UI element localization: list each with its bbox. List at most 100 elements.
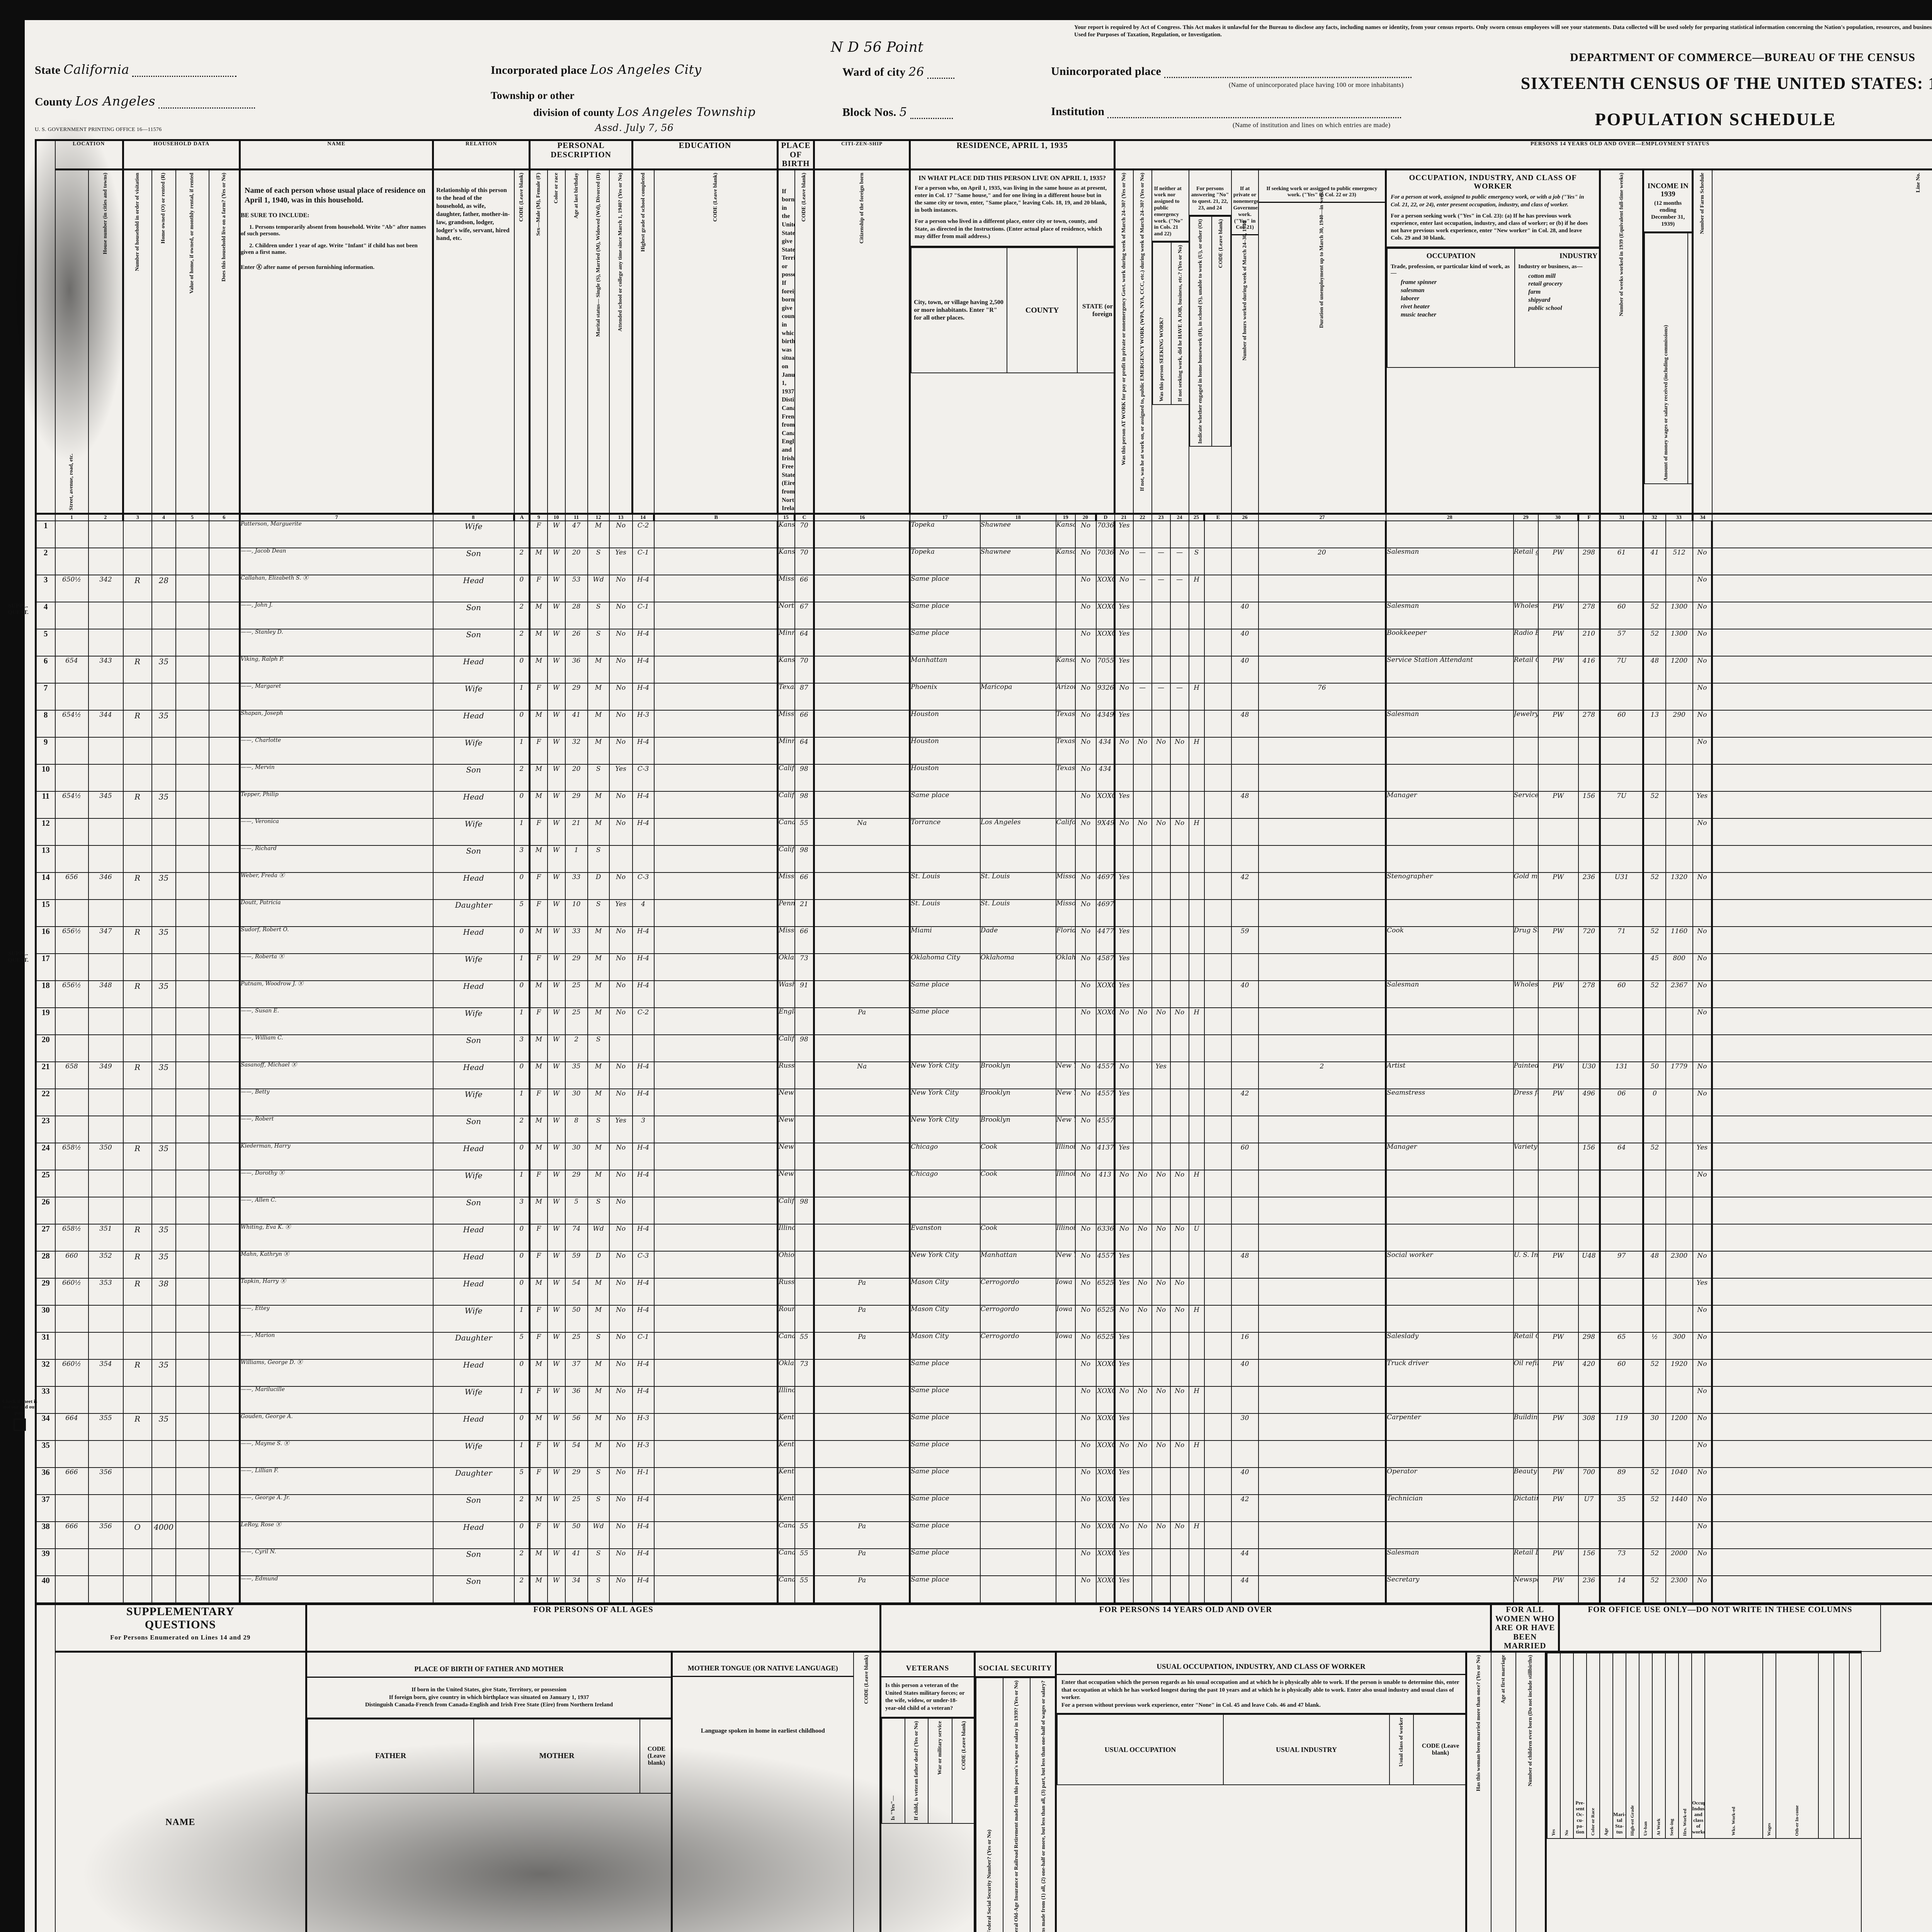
cell-hh[interactable]: 349 — [88, 1061, 124, 1090]
cell-work[interactable] — [1114, 1116, 1134, 1144]
cell-name[interactable]: Gouden, George A. — [239, 1413, 434, 1441]
cell-ind[interactable]: Dress factory — [1513, 1088, 1539, 1117]
cell-ind[interactable] — [1513, 1386, 1539, 1414]
cell-sex[interactable]: F — [529, 575, 548, 603]
cell-wages[interactable] — [1665, 575, 1693, 603]
cell-val[interactable] — [151, 1575, 176, 1604]
cell-birth[interactable]: Kentucky — [777, 1467, 795, 1495]
cell-race[interactable]: W — [547, 791, 566, 819]
cell-hh[interactable]: 356 — [88, 1467, 124, 1495]
cell-rcode[interactable]: XOXO — [1095, 602, 1115, 630]
cell-grade[interactable]: C-2 — [632, 1007, 655, 1036]
cell-grade[interactable]: H-4 — [632, 791, 655, 819]
cell-house[interactable]: 660½ — [54, 1278, 89, 1306]
cell-ind[interactable] — [1513, 1224, 1539, 1252]
cell-job[interactable]: No — [1170, 1386, 1189, 1414]
cell-hh[interactable] — [88, 737, 124, 765]
cell-weeks[interactable] — [1642, 683, 1666, 711]
cell-hours[interactable] — [1231, 1278, 1259, 1306]
cell-seek[interactable] — [1151, 710, 1171, 738]
cell-grade[interactable] — [632, 1197, 655, 1225]
cell-emer[interactable] — [1133, 1061, 1152, 1090]
cell-sch[interactable]: No — [609, 953, 633, 981]
cell-res_county[interactable]: Manhattan — [980, 1251, 1056, 1279]
cell-birth[interactable]: California — [777, 845, 795, 873]
cell-age[interactable]: 21 — [565, 818, 588, 846]
cell-wages[interactable]: 1160 — [1665, 926, 1693, 954]
cell-res_farm[interactable]: No — [1075, 1494, 1097, 1522]
cell-res_city[interactable]: Same place — [909, 1007, 981, 1036]
cell-mar[interactable]: D — [587, 872, 610, 900]
cell-cit[interactable] — [813, 1116, 910, 1144]
cell-act[interactable] — [1188, 1575, 1205, 1604]
cell-x[interactable] — [208, 1575, 240, 1604]
cell-grade[interactable]: H-4 — [632, 1386, 655, 1414]
cell-res_state[interactable] — [1055, 629, 1076, 657]
cell-dur[interactable] — [1258, 980, 1386, 1009]
cell-bcode[interactable]: 98 — [794, 845, 815, 873]
cell-oth[interactable]: No — [1692, 872, 1713, 900]
cell-val[interactable] — [151, 1007, 176, 1036]
cell-hh[interactable]: 356 — [88, 1521, 124, 1549]
cell-act[interactable]: H — [1188, 575, 1205, 603]
cell-mar[interactable]: S — [587, 1575, 610, 1604]
cell-mar[interactable]: M — [587, 980, 610, 1009]
cell-dur[interactable] — [1258, 710, 1386, 738]
cell-work[interactable]: Yes — [1114, 980, 1134, 1009]
cell-hours[interactable]: 48 — [1231, 791, 1259, 819]
cell-code[interactable]: 2 — [514, 1575, 530, 1604]
cell-cit[interactable] — [813, 1251, 910, 1279]
cell-sex[interactable]: F — [529, 872, 548, 900]
cell-cls[interactable]: PW — [1537, 1088, 1579, 1117]
cell-code[interactable]: 1 — [514, 1386, 530, 1414]
cell-work[interactable]: Yes — [1114, 1413, 1134, 1441]
cell-race[interactable]: W — [547, 520, 566, 549]
cell-age[interactable]: 2 — [565, 1034, 588, 1063]
cell-own[interactable] — [122, 764, 152, 792]
cell-val[interactable] — [151, 1305, 176, 1333]
cell-val[interactable]: 35 — [151, 1359, 176, 1387]
cell-occ[interactable]: Salesman — [1385, 548, 1514, 576]
cell-dur[interactable]: 76 — [1258, 683, 1386, 711]
cell-farm[interactable] — [175, 1143, 209, 1171]
cell-ocode2[interactable] — [1599, 953, 1644, 981]
cell-birth[interactable]: Texas — [777, 683, 795, 711]
cell-emer[interactable] — [1133, 1332, 1152, 1360]
cell-val[interactable]: 35 — [151, 710, 176, 738]
cell-rcode[interactable]: 4137 — [1095, 1143, 1115, 1171]
cell-seek[interactable]: No — [1151, 818, 1171, 846]
cell-cit[interactable]: Pa — [813, 1548, 910, 1577]
cell-val[interactable] — [151, 845, 176, 873]
cell-name[interactable]: Doutt, Patricia — [239, 899, 434, 927]
cell-sex[interactable]: M — [529, 764, 548, 792]
cell-seek[interactable]: No — [1151, 1278, 1171, 1306]
cell-hh[interactable]: 348 — [88, 980, 124, 1009]
cell-farmsch[interactable] — [1711, 791, 1932, 819]
cell-seek[interactable]: No — [1151, 1521, 1171, 1549]
cell-res_state[interactable]: Illinois — [1055, 1143, 1076, 1171]
cell-res_city[interactable]: Same place — [909, 1494, 981, 1522]
cell-farmsch[interactable] — [1711, 1359, 1932, 1387]
cell-cit[interactable] — [813, 1359, 910, 1387]
cell-act[interactable] — [1188, 1088, 1205, 1117]
cell-rel[interactable]: Wife — [432, 1088, 515, 1117]
cell-cls[interactable]: PW — [1537, 1413, 1579, 1441]
cell-birth[interactable]: Roumania — [777, 1305, 795, 1333]
cell-seek[interactable] — [1151, 1494, 1171, 1522]
cell-ocode[interactable] — [1578, 845, 1600, 873]
cell-work[interactable]: Yes — [1114, 791, 1134, 819]
cell-wages[interactable]: 290 — [1665, 710, 1693, 738]
cell-hh[interactable] — [88, 1007, 124, 1036]
cell-ocode2[interactable] — [1599, 1521, 1644, 1549]
cell-cls[interactable] — [1537, 1278, 1579, 1306]
cell-ecode[interactable] — [1204, 1061, 1232, 1090]
cell-rcode[interactable]: 9326 — [1095, 683, 1115, 711]
cell-occ[interactable] — [1385, 764, 1514, 792]
cell-ocode[interactable]: 236 — [1578, 1575, 1600, 1604]
cell-ocode2[interactable]: 119 — [1599, 1413, 1644, 1441]
cell-res_city[interactable]: Chicago — [909, 1170, 981, 1198]
cell-occ[interactable] — [1385, 1116, 1514, 1144]
cell-ind[interactable]: Service Station — [1513, 791, 1539, 819]
cell-rel[interactable]: Head — [432, 710, 515, 738]
cell-hh[interactable] — [88, 629, 124, 657]
